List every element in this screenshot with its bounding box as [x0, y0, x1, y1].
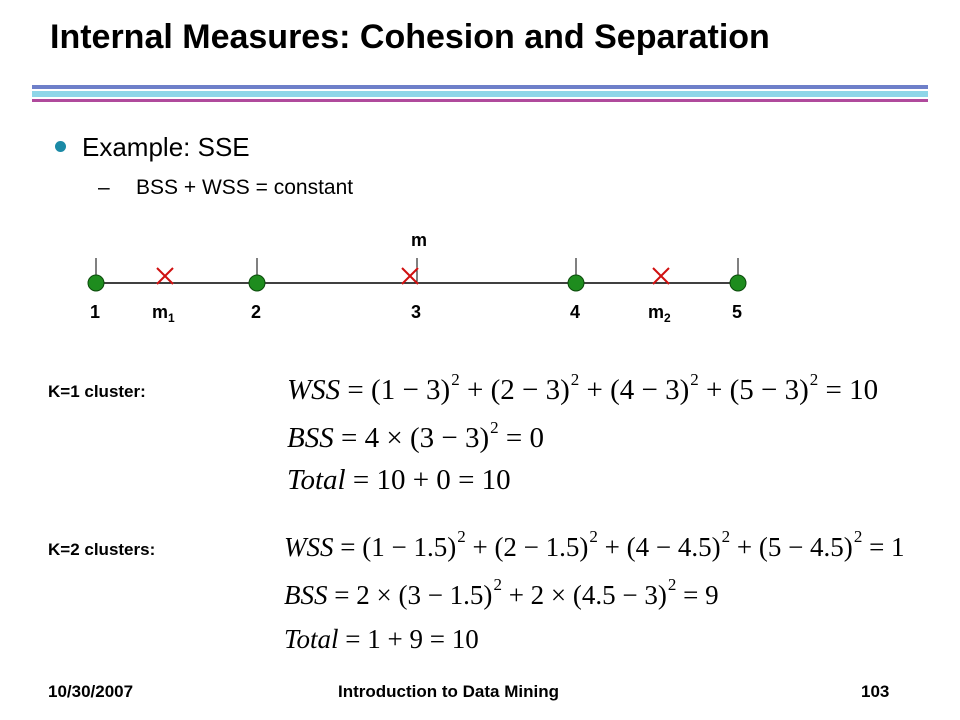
page-title: Internal Measures: Cohesion and Separati… — [50, 18, 770, 56]
centroid-marker-m — [401, 267, 419, 285]
centroid-label-m1: m1 — [152, 302, 175, 325]
point-label-2: 2 — [251, 302, 261, 322]
rule-top — [32, 85, 928, 89]
footer-page-number: 103 — [861, 682, 890, 701]
mean-label: m — [411, 230, 427, 250]
k1-total-equation: Total = 10 + 0 = 10 — [287, 464, 511, 496]
number-line-diagram: m 1 2 3 4 5 m1 m2 — [87, 230, 747, 325]
centroid-label-m2: m2 — [648, 302, 671, 325]
bullet-example: Example: SSE — [55, 132, 250, 163]
title-underline-rules — [32, 85, 928, 102]
sub-bullet-dash: – — [98, 176, 110, 199]
sub-bullet-text: BSS + WSS = constant — [136, 176, 354, 199]
data-point-2 — [248, 274, 266, 292]
k2-bss-equation: BSS = 2 × (3 − 1.5)2 + 2 × (4.5 − 3)2 = … — [284, 575, 719, 610]
k2-total-equation: Total = 1 + 9 = 10 — [284, 624, 479, 654]
centroid-marker-m2 — [652, 267, 670, 285]
rule-bottom — [32, 99, 928, 102]
data-point-5 — [729, 274, 747, 292]
k1-wss-equation: WSS = (1 − 3)2 + (2 − 3)2 + (4 − 3)2 + (… — [287, 370, 879, 406]
bullet-text: Example: SSE — [82, 132, 250, 162]
point-label-3: 3 — [411, 302, 421, 322]
point-label-1: 1 — [90, 302, 100, 322]
footer-date: 10/30/2007 — [48, 682, 134, 701]
k1-bss-equation: BSS = 4 × (3 − 3)2 = 0 — [287, 418, 544, 454]
rule-mid — [32, 91, 928, 97]
k2-label: K=2 clusters: — [48, 540, 156, 559]
bullet-dot — [55, 140, 66, 152]
sub-bullet: – BSS + WSS = constant — [98, 176, 353, 200]
data-point-1 — [87, 274, 105, 292]
footer-course: Introduction to Data Mining — [338, 682, 559, 701]
k2-wss-equation: WSS = (1 − 1.5)2 + (2 − 1.5)2 + (4 − 4.5… — [284, 527, 905, 562]
point-label-5: 5 — [732, 302, 742, 322]
data-point-4 — [567, 274, 585, 292]
centroid-marker-m1 — [156, 267, 174, 285]
k1-label: K=1 cluster: — [48, 382, 146, 401]
point-label-4: 4 — [570, 302, 580, 322]
